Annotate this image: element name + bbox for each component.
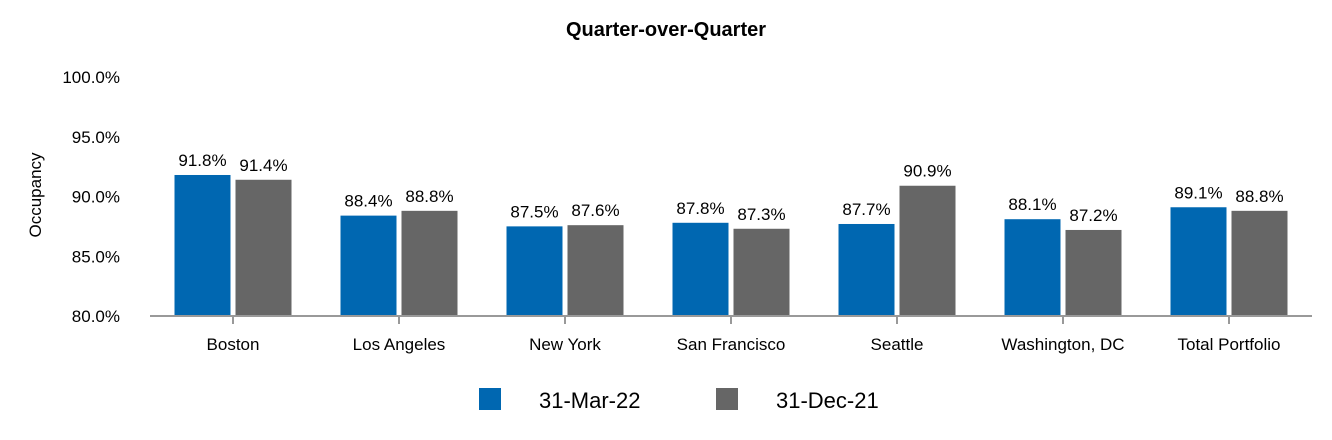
bar-value-label: 87.7% [842,200,890,219]
value-labels-group: 91.8% 91.4% 88.4% 88.8% 87.5% 87.6% 87.8% 87.3%… [178,151,1283,225]
bar-mar22 [340,215,397,316]
bar-value-label: 87.3% [737,205,785,224]
bar-value-label: 88.4% [344,192,392,211]
bar-value-label: 91.8% [178,151,226,170]
legend-label: 31-Dec-21 [776,388,879,413]
chart-title: Quarter-over-Quarter [566,19,766,41]
bars-group [174,174,1288,316]
x-category-label: Seattle [871,335,924,354]
bar-dec21 [235,179,292,316]
y-tick-label: 95.0% [72,128,120,147]
bar-value-label: 88.8% [405,187,453,206]
bar-dec21 [1231,210,1288,316]
bar-value-label: 90.9% [903,162,951,181]
x-category-label: Total Portfolio [1178,335,1281,354]
bar-value-label: 87.8% [676,199,724,218]
bar-value-label: 89.1% [1174,183,1222,202]
bar-value-label: 91.4% [239,156,287,175]
y-axis-ticks: 80.0% 85.0% 90.0% 95.0% 100.0% [62,68,120,326]
bar-mar22 [1004,219,1061,316]
legend-label: 31-Mar-22 [539,388,640,413]
x-category-label: San Francisco [677,335,786,354]
x-category-label: Washington, DC [1001,335,1124,354]
bar-mar22 [174,174,231,316]
bar-value-label: 87.5% [510,202,558,221]
bar-mar22 [1170,207,1227,316]
bar-value-label: 88.8% [1235,187,1283,206]
bar-dec21 [1065,229,1122,316]
bar-dec21 [567,225,624,316]
bar-value-label: 87.2% [1069,206,1117,225]
legend-swatch [479,388,501,410]
bar-mar22 [506,226,563,316]
bar-value-label: 88.1% [1008,195,1056,214]
y-tick-label: 90.0% [72,188,120,207]
bar-dec21 [401,210,458,316]
x-category-label: Boston [207,335,260,354]
bar-mar22 [672,222,729,316]
legend: 31-Mar-22 31-Dec-21 [479,388,879,413]
y-tick-label: 80.0% [72,307,120,326]
y-axis-label: Occupancy [26,152,45,238]
legend-swatch [716,388,738,410]
y-tick-label: 100.0% [62,68,120,87]
bar-dec21 [899,185,956,316]
bar-mar22 [838,223,895,316]
bar-dec21 [733,228,790,316]
x-axis-ticks: Boston Los Angeles New York San Francisco Se… [207,316,1281,354]
x-category-label: New York [529,335,601,354]
y-tick-label: 85.0% [72,247,120,266]
x-category-label: Los Angeles [353,335,446,354]
bar-value-label: 87.6% [571,201,619,220]
